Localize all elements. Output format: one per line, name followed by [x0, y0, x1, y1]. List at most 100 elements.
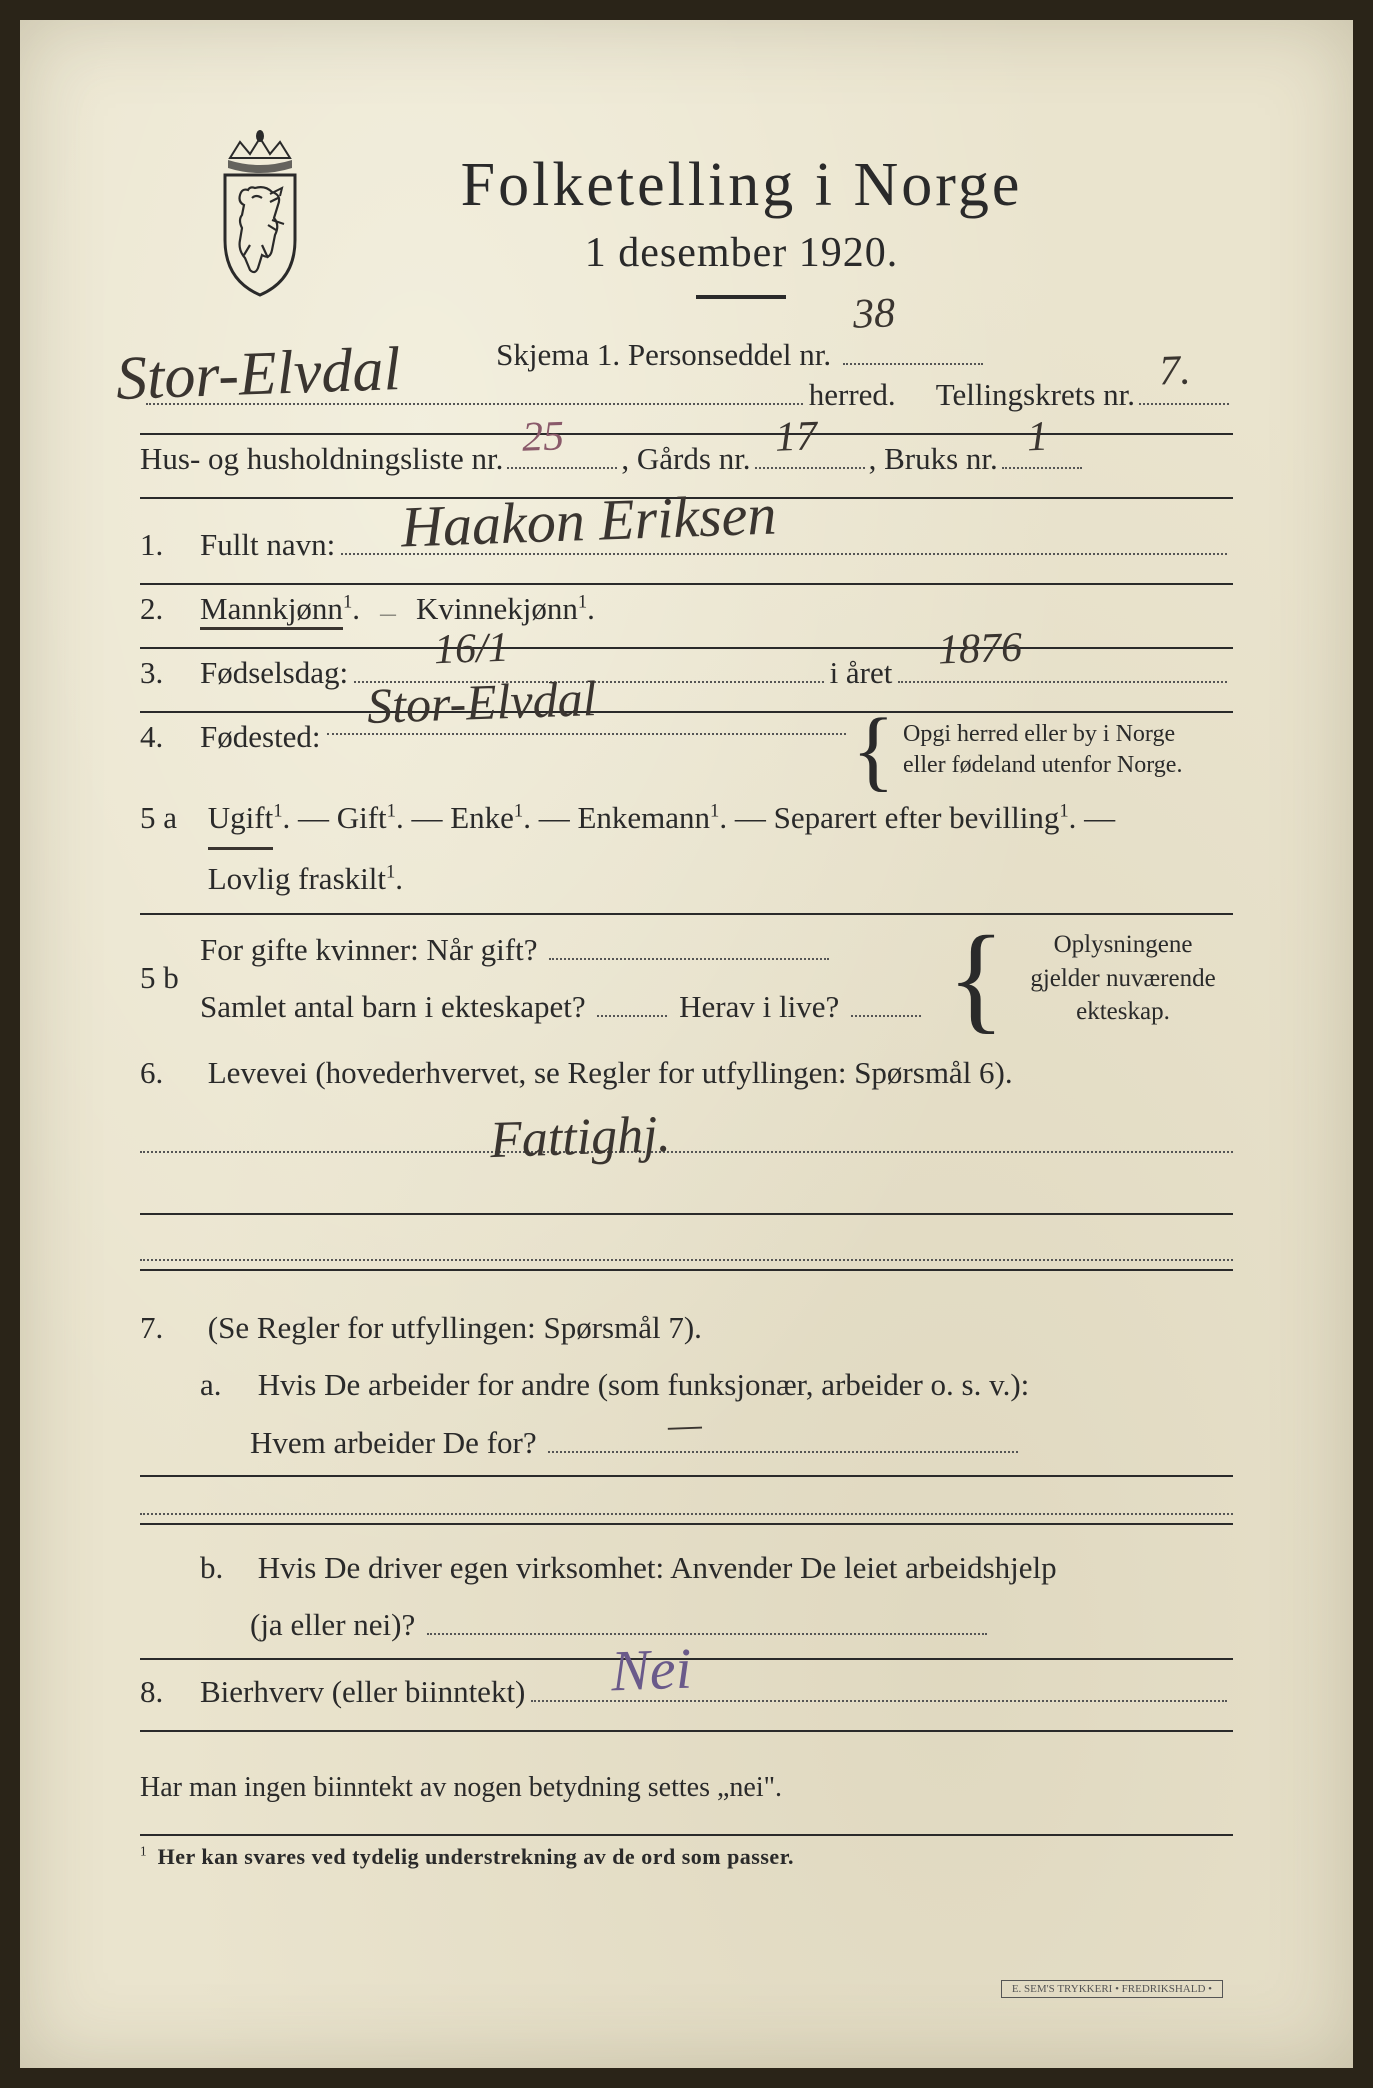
q5b-gift-field — [549, 929, 829, 960]
q7a-text2: Hvem arbeider De for? — [250, 1425, 537, 1460]
q7a-row2: Hvem arbeider De for? — — [140, 1414, 1233, 1477]
q3-day-value: 16/1 — [433, 624, 509, 675]
q5b-note: Oplysningene gjelder nuværende ekteskap. — [1013, 928, 1233, 1029]
q6-label: Levevei (hovederhvervet, se Regler for u… — [208, 1055, 1013, 1090]
q7b-text1: Hvis De driver egen virksomhet: Anvender… — [258, 1550, 1057, 1585]
q8-value: Nei — [610, 1634, 693, 1704]
hint-row: Har man ingen biinntekt av nogen betydni… — [140, 1762, 1233, 1814]
q1-label: Fullt navn: — [200, 527, 335, 563]
q5b-note1: Oplysningene — [1013, 928, 1233, 962]
q3-year-value: 1876 — [938, 624, 1024, 675]
q5a-num: 5 a — [140, 789, 200, 846]
herred-value: Stor-Elvdal — [115, 334, 402, 415]
footnote-text: Her kan svares ved tydelig understreknin… — [158, 1844, 794, 1869]
q5a-row: 5 a Ugift1. — Gift1. — Enke1. — Enkemann… — [140, 789, 1233, 915]
footnote-num: 1 — [140, 1844, 147, 1859]
q6-num: 6. — [140, 1044, 200, 1101]
q5b-note3: ekteskap. — [1013, 995, 1233, 1029]
bruks-field: 1 — [1002, 453, 1082, 469]
hint-text: Har man ingen biinntekt av nogen betydni… — [140, 1772, 782, 1803]
q3-row: 3. Fødselsdag: 16/1 i året 1876 — [140, 655, 1233, 713]
q5b-live-field — [851, 986, 921, 1017]
q5b-note2: gjelder nuværende — [1013, 962, 1233, 996]
brace-icon: { — [852, 728, 895, 773]
q2-mann-text: Mannkjønn — [200, 591, 343, 630]
bruks-value: 1 — [1026, 413, 1049, 462]
q2-mann: Mannkjønn1. — [200, 591, 360, 630]
q5b-note-brace: { Oplysningene gjelder nuværende ekteska… — [947, 928, 1233, 1029]
q3-num: 3. — [140, 655, 200, 691]
q4-label: Fødested: — [200, 719, 321, 755]
q3-mid: i året — [830, 655, 893, 691]
q1-num: 1. — [140, 527, 200, 563]
tellingskrets-label: Tellingskrets nr. — [936, 377, 1135, 413]
q8-row: 8. Bierhverv (eller biinntekt) Nei — [140, 1674, 1233, 1732]
q3-label: Fødselsdag: — [200, 655, 348, 691]
herred-field: Stor-Elvdal — [146, 389, 803, 405]
q5a-gift: Gift — [337, 800, 387, 835]
q1-row: 1. Fullt navn: Haakon Eriksen — [140, 527, 1233, 585]
q1-field: Haakon Eriksen — [341, 539, 1227, 555]
q7a-text1: Hvis De arbeider for andre (som funksjon… — [258, 1367, 1030, 1402]
q4-value: Stor-Elvdal — [366, 669, 597, 735]
brace-icon: { — [947, 948, 1005, 1008]
q4-num: 4. — [140, 719, 200, 755]
q5a-ugift: Ugift — [208, 789, 273, 849]
footnote: 1 Her kan svares ved tydelig understrekn… — [140, 1844, 794, 1869]
q5b-num: 5 b — [140, 960, 200, 996]
husliste-field: 25 — [507, 453, 617, 469]
main-title: Folketelling i Norge — [461, 150, 1023, 221]
schema-label: Skjema 1. Personseddel nr. — [496, 337, 831, 372]
q5b-barn-field — [597, 986, 667, 1017]
q7b-label: b. — [200, 1539, 250, 1596]
q2-kvinne: Kvinnekjønn1. — [416, 591, 595, 627]
q4-row: 4. Fødested: Stor-Elvdal { Opgi herred e… — [140, 719, 1233, 783]
q1-value: Haakon Eriksen — [400, 480, 777, 560]
q6-row: 6. Levevei (hovederhvervet, se Regler fo… — [140, 1044, 1233, 1215]
q8-label: Bierhverv (eller biinntekt) — [200, 1674, 525, 1710]
q5b-line1: For gifte kvinner: Når gift? — [200, 921, 947, 978]
q7a-extra-line — [140, 1477, 1233, 1525]
q5b-line2: Samlet antal barn i ekteskapet? Herav i … — [200, 978, 947, 1035]
q3-year-field: 1876 — [898, 667, 1227, 683]
q6-value: Fattighj. — [488, 1087, 672, 1189]
title-block: Folketelling i Norge 1 desember 1920. — [351, 150, 1023, 324]
q5b-row: 5 b For gifte kvinner: Når gift? Samlet … — [140, 921, 1233, 1038]
gards-field: 17 — [755, 453, 865, 469]
q5a-separert: Separert efter bevilling — [774, 800, 1060, 835]
schema-value-field: 38 — [843, 334, 983, 365]
schema-value: 38 — [852, 289, 896, 338]
q8-field: Nei — [531, 1686, 1227, 1702]
q8-num: 8. — [140, 1674, 200, 1710]
q7a-value: — — [667, 1389, 703, 1460]
q6-extra-line — [140, 1221, 1233, 1271]
q7-num: 7. — [140, 1299, 200, 1356]
herred-row: Stor-Elvdal herred. Tellingskrets nr. 7. — [140, 377, 1233, 435]
q7a-field: — — [548, 1422, 1018, 1453]
header: Folketelling i Norge 1 desember 1920. — [140, 150, 1233, 324]
gards-label: , Gårds nr. — [621, 441, 750, 477]
q7b-field — [427, 1604, 987, 1635]
q2-row: 2. Mannkjønn1. — Kvinnekjønn1. — [140, 591, 1233, 649]
q5a-fraskilt: Lovlig fraskilt — [208, 861, 386, 896]
tellingskrets-field: 7. — [1139, 389, 1229, 405]
q2-kvinne-text: Kvinnekjønn — [416, 591, 578, 626]
q4-field: Stor-Elvdal — [327, 719, 846, 735]
q7a-label: a. — [200, 1356, 250, 1413]
q4-note1: Opgi herred eller by i Norge — [903, 719, 1233, 750]
tellingskrets-value: 7. — [1158, 346, 1191, 395]
q4-note2: eller fødeland utenfor Norge. — [903, 750, 1233, 781]
q7b-row: b. Hvis De driver egen virksomhet: Anven… — [140, 1539, 1233, 1596]
q7-label: (Se Regler for utfyllingen: Spørsmål 7). — [208, 1310, 702, 1345]
husliste-value: 25 — [522, 412, 566, 461]
q2-num: 2. — [140, 591, 200, 627]
q5b-label2: Samlet antal barn i ekteskapet? — [200, 989, 586, 1024]
footnote-row: 1 Her kan svares ved tydelig understrekn… — [140, 1834, 1233, 1870]
census-form-page: Folketelling i Norge 1 desember 1920. Sk… — [20, 20, 1353, 2068]
q7-header: 7. (Se Regler for utfyllingen: Spørsmål … — [140, 1299, 1233, 1356]
coat-of-arms-icon — [200, 130, 320, 300]
q4-note: Opgi herred eller by i Norge eller fødel… — [903, 719, 1233, 781]
bruks-label: , Bruks nr. — [869, 441, 998, 477]
gards-value: 17 — [774, 412, 818, 461]
q5b-label3: Herav i live? — [679, 989, 839, 1024]
